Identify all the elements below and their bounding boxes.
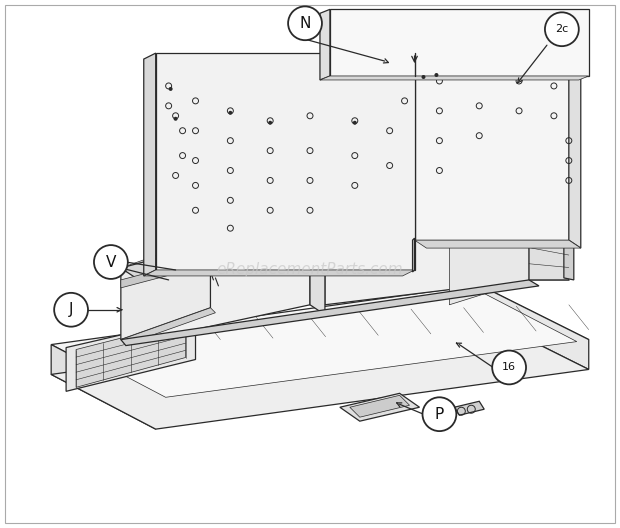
Circle shape [228, 111, 232, 115]
Polygon shape [325, 225, 529, 245]
Polygon shape [121, 236, 215, 272]
Circle shape [169, 87, 172, 91]
Circle shape [54, 293, 88, 327]
Polygon shape [144, 53, 156, 276]
Text: N: N [299, 16, 311, 31]
Polygon shape [415, 11, 569, 240]
Polygon shape [121, 218, 325, 278]
Polygon shape [310, 218, 325, 315]
Polygon shape [76, 322, 185, 388]
Polygon shape [320, 76, 589, 80]
Polygon shape [454, 401, 484, 415]
Polygon shape [121, 308, 215, 345]
Polygon shape [320, 10, 330, 80]
Polygon shape [66, 318, 195, 391]
Circle shape [174, 117, 177, 121]
Text: V: V [105, 254, 116, 269]
Polygon shape [325, 215, 539, 233]
Polygon shape [121, 238, 210, 340]
Polygon shape [450, 215, 529, 305]
Circle shape [94, 245, 128, 279]
Polygon shape [121, 280, 539, 345]
Polygon shape [340, 393, 420, 421]
Polygon shape [350, 395, 410, 417]
Circle shape [422, 75, 425, 79]
Text: 2c: 2c [556, 24, 569, 34]
Polygon shape [529, 215, 569, 280]
Polygon shape [51, 285, 589, 399]
Polygon shape [310, 214, 330, 228]
Text: J: J [69, 302, 73, 317]
Polygon shape [126, 228, 310, 345]
Polygon shape [144, 270, 415, 276]
Polygon shape [330, 10, 589, 76]
Text: P: P [435, 407, 444, 422]
Polygon shape [51, 315, 589, 429]
Circle shape [435, 73, 438, 77]
Polygon shape [121, 230, 310, 288]
Polygon shape [325, 215, 529, 305]
Circle shape [492, 351, 526, 384]
Circle shape [268, 121, 272, 125]
Polygon shape [412, 238, 415, 272]
Text: 16: 16 [502, 362, 516, 372]
Polygon shape [156, 53, 415, 270]
Polygon shape [479, 285, 589, 370]
Circle shape [422, 397, 456, 431]
Polygon shape [569, 11, 581, 248]
Text: eReplacementParts.com: eReplacementParts.com [216, 262, 404, 278]
Polygon shape [51, 345, 156, 429]
Polygon shape [564, 230, 574, 280]
Circle shape [288, 6, 322, 40]
Circle shape [545, 12, 579, 46]
Circle shape [353, 121, 356, 125]
Polygon shape [71, 290, 577, 397]
Polygon shape [415, 240, 581, 248]
